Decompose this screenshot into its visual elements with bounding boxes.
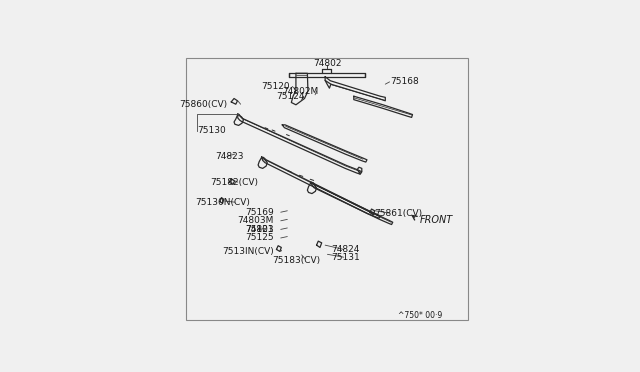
Text: 74803M: 74803M [237,216,273,225]
Text: 75131: 75131 [331,253,360,262]
Text: 7513IN(CV): 7513IN(CV) [222,247,273,256]
Text: 75121: 75121 [245,225,273,234]
Text: 74802M: 74802M [283,87,319,96]
Text: 74802: 74802 [313,59,342,68]
Text: 75183(CV): 75183(CV) [273,256,321,264]
Text: 75168: 75168 [390,77,419,86]
Text: 75860(CV): 75860(CV) [179,100,227,109]
Text: 75861(CV): 75861(CV) [374,209,422,218]
Text: 74803: 74803 [245,225,273,234]
Text: 75130N(CV): 75130N(CV) [196,198,250,207]
Text: 75120: 75120 [262,82,290,91]
Text: ^750* 00·9: ^750* 00·9 [398,311,443,320]
Text: 75130: 75130 [197,126,225,135]
Text: 74824: 74824 [331,245,359,254]
Text: 74823: 74823 [215,152,243,161]
Text: FRONT: FRONT [420,215,454,225]
Text: 75182(CV): 75182(CV) [211,178,259,187]
Text: 75169: 75169 [245,208,273,217]
Text: 75125: 75125 [245,234,273,243]
Text: 75124: 75124 [276,92,305,101]
